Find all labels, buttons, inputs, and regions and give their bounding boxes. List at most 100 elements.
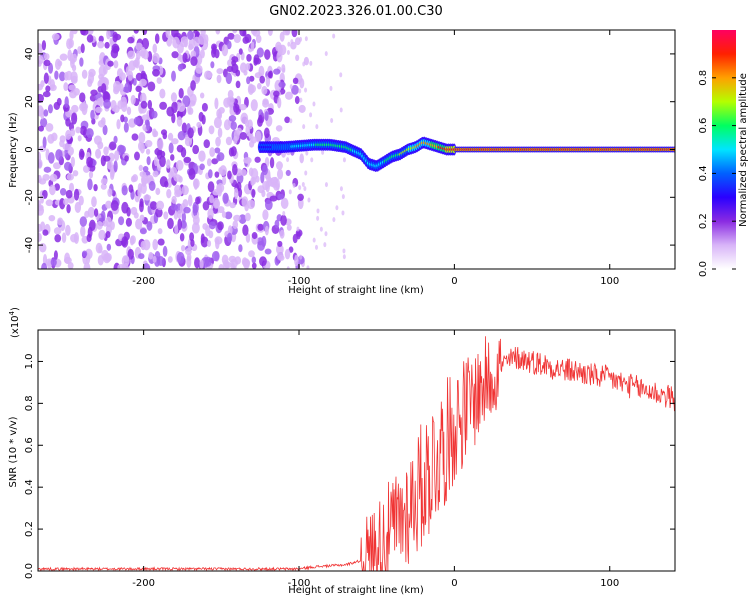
- noise-speck: [128, 184, 134, 193]
- noise-speck: [279, 31, 285, 42]
- noise-speck: [223, 97, 231, 108]
- noise-speck: [198, 111, 204, 122]
- noise-speck: [50, 258, 57, 267]
- snr-frame: [37, 329, 676, 572]
- noise-speck: [210, 61, 215, 69]
- noise-speck: [140, 46, 146, 59]
- noise-speck: [144, 140, 153, 148]
- noise-speck: [146, 156, 151, 166]
- noise-speck: [294, 254, 299, 267]
- noise-speck: [304, 170, 308, 176]
- noise-speck: [86, 34, 94, 43]
- snr-series-line: [38, 336, 675, 571]
- noise-speck: [200, 30, 206, 38]
- noise-speck: [214, 49, 220, 59]
- noise-speck: [155, 207, 163, 218]
- noise-speck: [245, 63, 251, 71]
- noise-speck: [199, 92, 205, 99]
- noise-speck: [72, 30, 78, 35]
- noise-speck: [61, 232, 67, 244]
- noise-speck: [211, 158, 219, 165]
- noise-speck: [140, 70, 146, 79]
- noise-speck: [302, 61, 306, 67]
- noise-speck: [269, 195, 278, 202]
- noise-speck: [54, 58, 62, 71]
- colorbar-tick-label: 0.4: [698, 165, 709, 181]
- noise-speck: [70, 156, 75, 168]
- noise-speck: [80, 225, 86, 238]
- noise-speck: [75, 126, 81, 134]
- noise-speck: [267, 30, 273, 37]
- noise-speck: [79, 57, 84, 67]
- noise-speck: [250, 30, 258, 35]
- noise-speck: [298, 104, 306, 113]
- noise-speck: [309, 112, 313, 118]
- noise-speck: [276, 168, 284, 180]
- noise-speck: [139, 142, 145, 154]
- noise-speck: [159, 101, 168, 110]
- noise-speck: [107, 188, 113, 198]
- noise-speck: [132, 174, 139, 182]
- noise-speck: [110, 171, 115, 180]
- noise-speck: [105, 230, 111, 239]
- noise-speck: [51, 132, 58, 142]
- noise-speck: [207, 208, 214, 220]
- noise-speck: [43, 53, 50, 60]
- noise-speck: [192, 215, 200, 226]
- noise-speck: [178, 87, 184, 99]
- noise-speck: [213, 199, 221, 209]
- noise-speck: [303, 186, 307, 192]
- noise-speck: [181, 211, 187, 223]
- noise-speck: [251, 232, 258, 240]
- noise-speck: [88, 170, 94, 179]
- noise-speck: [192, 144, 200, 155]
- noise-speck: [249, 75, 255, 82]
- noise-speck: [102, 253, 111, 264]
- noise-speck: [138, 164, 143, 172]
- noise-speck: [301, 182, 305, 188]
- noise-speck: [133, 30, 139, 34]
- noise-speck: [195, 64, 203, 74]
- snr-y-tick-label: 1.0: [24, 353, 35, 369]
- noise-speck: [94, 106, 103, 114]
- noise-speck: [280, 197, 289, 209]
- noise-speck: [226, 40, 232, 50]
- noise-speck: [228, 115, 237, 122]
- noise-speck: [233, 187, 239, 200]
- noise-speck: [265, 75, 271, 88]
- noise-speck: [230, 262, 235, 269]
- noise-speck: [96, 97, 103, 106]
- noise-speck: [292, 182, 296, 188]
- noise-speck: [153, 130, 159, 138]
- noise-speck: [38, 178, 47, 185]
- noise-speck: [41, 262, 48, 269]
- noise-speck: [48, 62, 54, 74]
- noise-speck: [121, 185, 128, 196]
- noise-speck: [132, 77, 137, 86]
- noise-speck: [306, 265, 310, 269]
- noise-speck: [88, 68, 96, 78]
- noise-speck: [227, 59, 234, 67]
- noise-speck: [123, 122, 129, 133]
- noise-speck: [193, 36, 201, 47]
- noise-speck: [257, 223, 264, 231]
- noise-speck: [264, 248, 272, 255]
- noise-speck: [54, 70, 59, 80]
- noise-speck: [77, 46, 82, 55]
- noise-speck: [289, 84, 293, 90]
- noise-speck: [324, 51, 328, 57]
- noise-speck: [316, 208, 320, 214]
- noise-speck: [264, 111, 269, 122]
- noise-speck: [98, 35, 104, 43]
- noise-speck: [291, 30, 298, 38]
- noise-speck: [245, 232, 251, 243]
- noise-speck: [254, 156, 261, 163]
- noise-speck: [127, 248, 134, 260]
- noise-speck: [84, 210, 90, 218]
- noise-speck: [251, 262, 257, 269]
- noise-speck: [172, 36, 180, 49]
- noise-speck: [138, 253, 145, 260]
- noise-speck: [208, 125, 215, 135]
- noise-speck: [152, 238, 159, 251]
- noise-speck: [118, 145, 126, 154]
